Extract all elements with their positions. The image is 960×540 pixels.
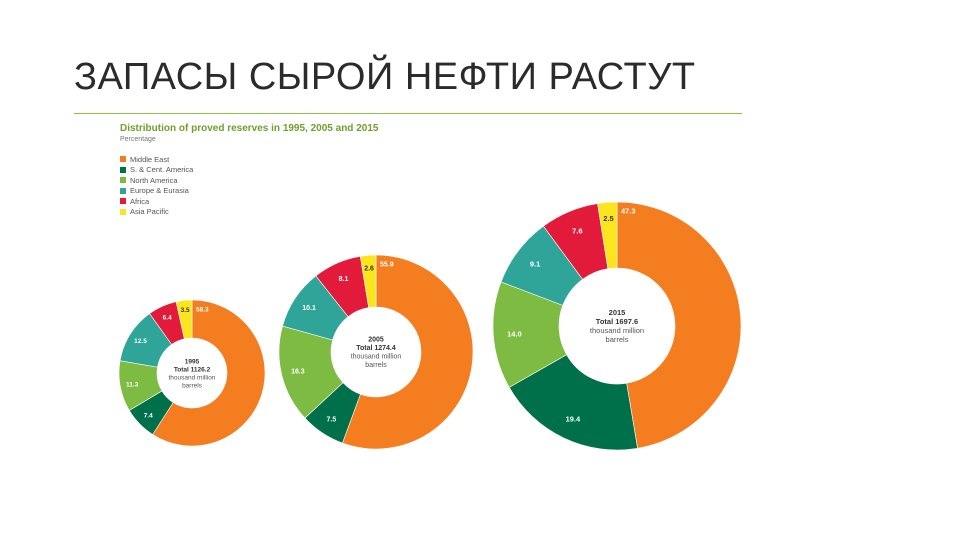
donut-center-unit: thousand million [169, 374, 216, 381]
legend-label: Asia Pacific [130, 207, 169, 217]
legend-item-europe-eurasia: Europe & Eurasia [120, 186, 193, 197]
donut-center-unit: thousand million [590, 326, 644, 335]
legend-label: North America [130, 175, 178, 185]
slice-value-label: 58.3 [196, 306, 209, 313]
slice-value-label: 2.5 [603, 214, 613, 223]
chart-title: Distribution of proved reserves in 1995,… [120, 123, 379, 134]
donut-center-year: 2005 [368, 337, 384, 344]
slice-value-label: 3.5 [181, 307, 190, 314]
legend-swatch [120, 208, 126, 215]
legend-label: Middle East [130, 154, 170, 164]
donut-center-year: 1995 [185, 358, 200, 365]
legend-swatch [120, 198, 126, 205]
legend-item-north-america: North America [120, 175, 193, 186]
legend-item-asia-pacific: Asia Pacific [120, 207, 193, 218]
slice-value-label: 2.6 [364, 265, 374, 272]
donut-center-unit: barrels [365, 362, 387, 369]
slice-value-label: 55.9 [380, 261, 394, 268]
slice-value-label: 9.1 [530, 259, 540, 268]
donut-center-total: Total 1697.6 [596, 317, 638, 326]
donut-center-total: Total 1126.2 [174, 366, 211, 373]
donut-center-year: 2015 [609, 308, 626, 317]
donut-slice-asia-pacific [597, 201, 618, 270]
slice-value-label: 14.0 [507, 330, 522, 339]
donut-center-unit: thousand million [351, 354, 402, 361]
legend-swatch [120, 166, 126, 173]
donut-slice-middle-east [616, 201, 742, 449]
donut-center-unit: barrels [606, 335, 629, 344]
slice-value-label: 6.4 [163, 315, 172, 322]
legend-swatch [120, 177, 126, 184]
slice-value-label: 11.3 [126, 381, 139, 388]
slice-value-label: 47.3 [621, 207, 636, 216]
legend-label: Europe & Eurasia [130, 186, 189, 196]
legend-label: S. & Cent. America [130, 165, 194, 175]
slice-value-label: 7.6 [572, 227, 582, 236]
legend: Middle East S. & Cent. America North Ame… [120, 154, 193, 217]
slice-value-label: 12.5 [134, 338, 147, 345]
title-divider [74, 113, 742, 114]
slice-value-label: 7.4 [144, 413, 153, 420]
slice-value-label: 8.1 [339, 276, 349, 283]
donut-slice-s-cent-america [508, 354, 638, 451]
chart-subtitle: Percentage [120, 136, 156, 143]
donut-slice-middle-east [342, 254, 474, 450]
legend-item-middle-east: Middle East [120, 154, 193, 165]
legend-swatch [120, 156, 126, 163]
slide-title: ЗАПАСЫ СЫРОЙ НЕФТИ РАСТУТ [74, 56, 696, 98]
donut-center-unit: barrels [182, 382, 203, 389]
legend-item-s-cent-america: S. & Cent. America [120, 165, 193, 176]
legend-swatch [120, 187, 126, 194]
slice-value-label: 10.1 [302, 305, 316, 312]
legend-item-africa: Africa [120, 196, 193, 207]
slice-value-label: 16.3 [291, 369, 305, 376]
donut-center-total: Total 1274.4 [356, 345, 396, 352]
donut-slice-middle-east [152, 299, 266, 447]
slice-value-label: 7.5 [327, 416, 337, 423]
legend-label: Africa [130, 196, 150, 206]
slice-value-label: 19.4 [566, 415, 581, 424]
donut-slice-asia-pacific [175, 299, 193, 340]
donut-slice-asia-pacific [359, 254, 377, 308]
